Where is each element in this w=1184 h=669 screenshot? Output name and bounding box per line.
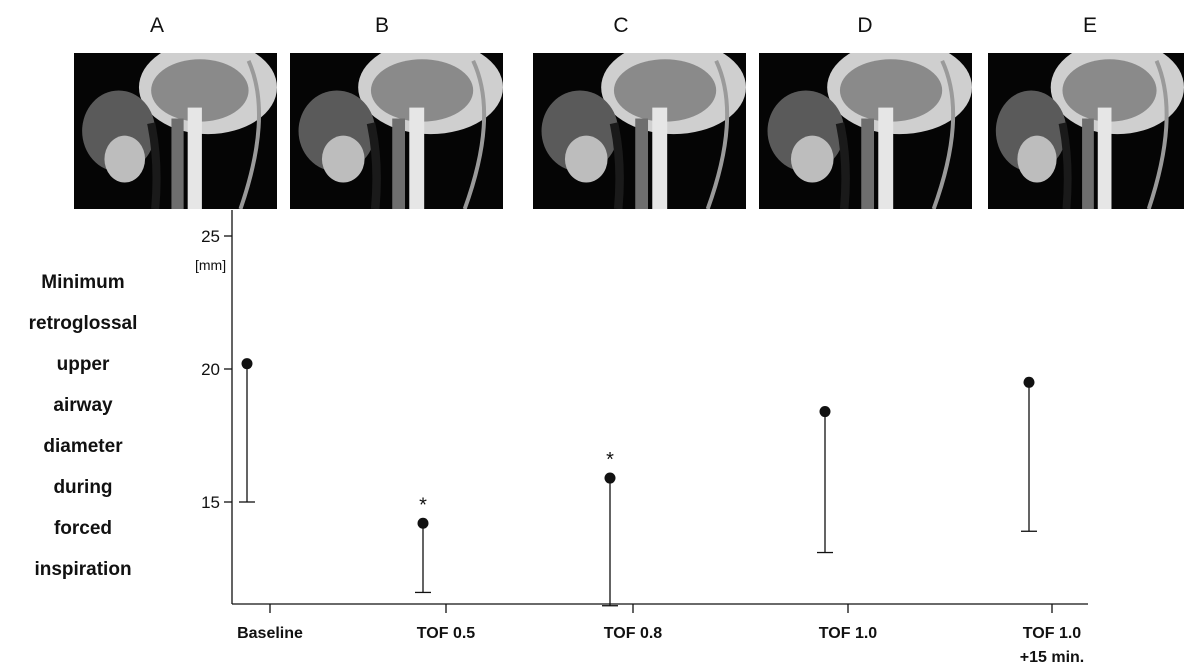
panel-letter-c: C: [613, 14, 629, 37]
y-tick-label: 25: [201, 227, 220, 246]
mri-image-a: [74, 53, 277, 209]
airway-shape: [366, 122, 381, 209]
x-tick-label-line: TOF 1.0: [1023, 625, 1081, 642]
spinal-cord-shape: [652, 107, 668, 209]
significance-marker: *: [419, 494, 427, 516]
mri-graphic: [767, 53, 972, 209]
y-tick-label: 20: [201, 360, 220, 379]
x-tick-label-line: TOF 0.5: [417, 625, 475, 642]
x-tick-label: Baseline: [237, 625, 303, 642]
vertebra-shape: [861, 118, 875, 209]
y-axis-label-line: airway: [53, 395, 113, 416]
y-unit-label: [mm]: [195, 257, 226, 273]
skull-contour-shape: [1146, 60, 1169, 209]
spinal-cord-shape: [187, 107, 202, 209]
significance-marker: *: [606, 449, 614, 471]
airway-shape: [835, 122, 850, 209]
skull-contour-shape: [238, 59, 261, 209]
airway-shape: [1058, 122, 1072, 209]
y-axis-label-line: forced: [53, 518, 113, 539]
x-tick-label: TOF 0.5: [417, 625, 475, 642]
x-tick-label-line: TOF 1.0: [819, 625, 877, 642]
mri-graphic: [995, 53, 1184, 209]
panel-letter-a: A: [149, 14, 164, 37]
mri-image-d: [759, 53, 972, 209]
vertebra-shape: [635, 118, 649, 209]
x-tick-label-line: TOF 0.8: [604, 625, 662, 642]
data-point: [241, 358, 253, 370]
panel-letter-e: E: [1082, 14, 1097, 37]
tongue-shape: [564, 135, 608, 183]
skull-contour-shape: [705, 59, 730, 209]
tongue-shape: [790, 135, 834, 183]
brain-inner-shape: [839, 59, 943, 122]
brain-inner-shape: [151, 59, 249, 122]
data-marks: **: [239, 358, 1037, 607]
y-tick-label: 15: [201, 493, 220, 512]
x-tick-label: TOF 1.0: [819, 625, 877, 642]
skull-contour-shape: [931, 59, 956, 209]
vertebra-shape: [1082, 118, 1094, 209]
mri-image-c: [533, 53, 746, 209]
brain-inner-shape: [1062, 59, 1157, 122]
skull-contour-shape: [462, 59, 487, 209]
brain-inner-shape: [613, 59, 717, 122]
y-axis-label-line: Minimum: [41, 272, 125, 293]
data-point: [604, 472, 616, 484]
data-point: [1023, 376, 1035, 388]
mri-graphic: [82, 53, 277, 209]
y-axis-label-line: upper: [56, 354, 110, 375]
vertebra-shape: [171, 118, 184, 209]
x-tick-label: TOF 1.0 +15 min.: [1020, 625, 1084, 666]
y-axis-label-line: diameter: [43, 436, 123, 457]
vertebra-shape: [392, 118, 406, 209]
x-tick-label: TOF 0.8: [604, 625, 662, 642]
mri-graphic: [541, 53, 746, 209]
brain-inner-shape: [370, 59, 474, 122]
tongue-shape: [104, 135, 146, 183]
data-point: [417, 517, 429, 529]
airway-shape: [609, 122, 624, 209]
spinal-cord-shape: [1097, 107, 1112, 209]
y-axis-label-line: inspiration: [34, 559, 132, 580]
x-tick-label-line: Baseline: [237, 625, 303, 642]
spinal-cord-shape: [878, 107, 894, 209]
mri-graphic: [298, 53, 503, 209]
spinal-cord-shape: [409, 107, 425, 209]
tongue-shape: [321, 135, 365, 183]
mri-image-e: [988, 53, 1184, 209]
x-tick-label-line: +15 min.: [1020, 649, 1084, 666]
y-axis-label-line: during: [53, 477, 113, 498]
y-axis-label-line: retroglossal: [28, 313, 138, 334]
data-point: [819, 406, 831, 418]
panel-letter-d: D: [857, 14, 873, 37]
tongue-shape: [1017, 135, 1057, 183]
mri-image-b: [290, 53, 503, 209]
panel-letter-b: B: [374, 14, 389, 37]
airway-shape: [147, 122, 161, 209]
